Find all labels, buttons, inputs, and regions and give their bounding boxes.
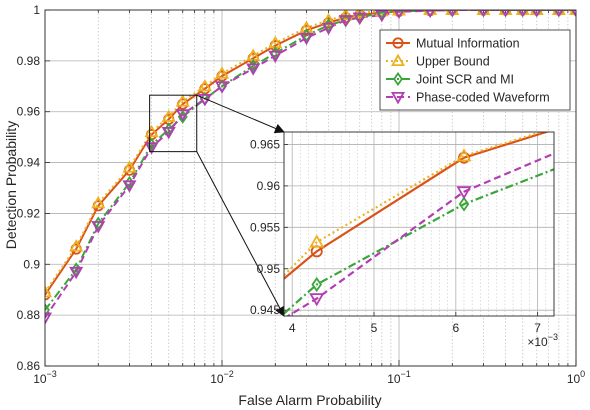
data-point-marker <box>268 50 283 64</box>
data-point-marker <box>501 10 510 18</box>
inset-x-tick-label: 7 <box>534 321 541 335</box>
data-point-marker <box>214 66 230 79</box>
inset-y-tick-label: 0.965 <box>250 137 280 151</box>
legend-swatch-marker <box>393 71 403 87</box>
data-point-marker <box>45 302 50 318</box>
data-point-marker <box>425 10 435 19</box>
inset-y-tick-label: 0.96 <box>257 179 281 193</box>
y-tick-label: 0.88 <box>17 308 41 322</box>
inset-x-multiplier-label: ×10−3 <box>527 332 558 349</box>
data-point-marker <box>299 20 314 33</box>
data-point-marker <box>175 94 190 107</box>
data-point-marker <box>144 124 159 138</box>
data-point-marker <box>91 221 106 234</box>
inset-x-tick-label: 5 <box>371 321 378 335</box>
y-tick-label: 0.86 <box>17 359 41 373</box>
legend-entry-label: Joint SCR and MI <box>416 73 514 87</box>
inset-plot-area <box>284 132 554 316</box>
legend-swatch-marker <box>390 53 406 67</box>
inset-data-point-marker <box>456 186 472 200</box>
x-axis-label: False Alarm Probability <box>238 392 381 408</box>
data-point-marker <box>479 10 488 18</box>
data-point-marker <box>69 239 84 252</box>
x-tick-label: 10−2 <box>210 369 234 386</box>
inset-series-line <box>284 168 554 315</box>
y-tick-label: 1 <box>33 3 40 17</box>
legend-swatch-marker <box>390 91 406 105</box>
zoom-arrow-top <box>196 94 285 134</box>
data-point-marker <box>391 10 407 16</box>
zoom-arrow-bottom <box>196 151 285 317</box>
x-tick-label: 100 <box>567 369 585 386</box>
inset-data-point-marker <box>458 196 470 212</box>
y-tick-label: 0.98 <box>17 54 41 68</box>
inset-x-tick-label: 6 <box>452 321 459 335</box>
data-point-marker <box>338 10 353 21</box>
inset-data-point-marker <box>311 276 323 293</box>
y-tick-label: 0.94 <box>17 156 41 170</box>
legend-entry-label: Phase-coded Waveform <box>416 91 550 105</box>
data-point-marker <box>423 10 438 16</box>
legend-swatch-marker <box>392 37 404 49</box>
data-point-marker <box>338 15 353 28</box>
data-point-marker <box>571 10 576 18</box>
series-line <box>45 10 576 296</box>
data-point-marker <box>69 266 84 280</box>
series-line <box>45 10 576 319</box>
data-point-marker <box>175 109 190 122</box>
data-point-marker <box>214 81 230 94</box>
legend-entry-label: Upper Bound <box>416 55 490 69</box>
data-point-marker <box>554 10 564 18</box>
data-point-marker <box>45 312 53 325</box>
data-point-marker <box>393 10 405 20</box>
data-point-marker <box>352 10 367 18</box>
main-series-group <box>45 10 576 325</box>
data-point-marker <box>448 10 457 18</box>
data-point-marker <box>45 284 53 298</box>
data-point-marker <box>122 160 137 173</box>
data-point-marker <box>321 22 336 36</box>
inset-y-tick-label: 0.955 <box>250 220 280 234</box>
data-point-marker <box>144 142 159 155</box>
data-point-marker <box>91 195 106 209</box>
inset-y-tick-label: 0.95 <box>257 262 281 276</box>
data-point-marker <box>161 109 176 122</box>
zoom-region-box <box>149 94 198 153</box>
data-point-marker <box>518 10 527 18</box>
inset-y-tick-label: 0.945 <box>250 303 280 317</box>
data-point-marker <box>161 127 176 140</box>
data-point-marker <box>299 32 314 46</box>
plot-frame <box>44 9 577 367</box>
inset-x-tick-label: 4 <box>289 321 296 335</box>
y-tick-label: 0.96 <box>17 105 41 119</box>
legend-box <box>379 29 571 111</box>
data-point-marker <box>122 180 137 193</box>
data-point-marker <box>246 63 261 76</box>
inset-data-point-marker <box>309 234 325 248</box>
inset-series-line <box>285 152 554 316</box>
data-point-marker <box>352 12 367 25</box>
inset-series-line <box>284 132 545 277</box>
legend-entry-label: Mutual Information <box>416 37 520 51</box>
inset-frame <box>283 131 555 317</box>
y-tick-label: 0.92 <box>17 206 41 220</box>
data-point-marker <box>532 10 541 18</box>
data-point-marker <box>197 78 212 92</box>
y-axis-label: Detection Probability <box>3 121 19 249</box>
inset-series-line <box>284 132 550 280</box>
y-tick-label: 0.9 <box>23 257 40 271</box>
inset-data-point-marker <box>456 148 472 162</box>
inset-series-group <box>284 132 554 316</box>
x-tick-label: 10−3 <box>33 369 57 386</box>
data-point-marker <box>374 10 389 23</box>
x-tick-label: 10−1 <box>387 369 411 386</box>
inset-data-point-marker <box>309 293 325 307</box>
series-line <box>45 10 576 311</box>
